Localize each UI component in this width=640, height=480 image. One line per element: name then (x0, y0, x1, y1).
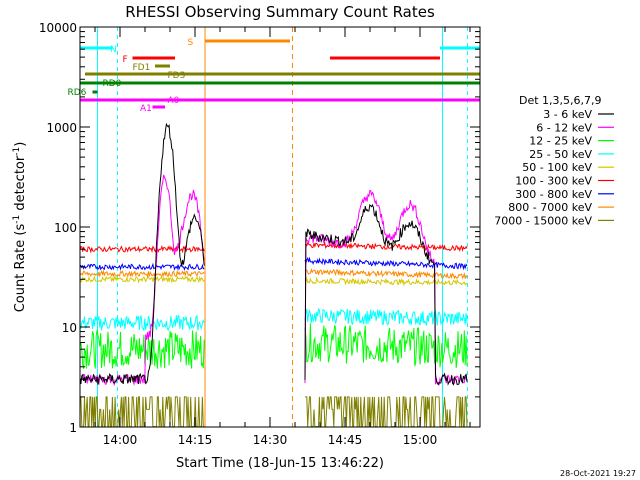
legend-label-s3: 12 - 25 keV (529, 135, 592, 148)
x-tick-label: 14:15 (178, 433, 213, 447)
series-s8 (79, 267, 468, 280)
series-s5 (79, 274, 468, 287)
series-line-s6 (305, 241, 468, 253)
timestamp: 28-Oct-2021 19:27 (560, 469, 636, 478)
y-tick-label: 10000 (39, 21, 77, 35)
series-line-s3 (304, 323, 468, 368)
y-tick-label: 1000 (46, 121, 77, 135)
x-tick-label: 14:00 (103, 433, 138, 447)
legend-label-s1: 3 - 6 keV (543, 108, 592, 121)
series-line-s5 (79, 274, 205, 284)
series-line-s7 (79, 262, 205, 271)
series-line-s6 (79, 244, 205, 254)
flag-label-f: F (123, 55, 128, 65)
flag-label-s: S (188, 38, 194, 48)
flag-label-a0: A0 (168, 96, 180, 106)
legend-label-s7: 300 - 800 keV (515, 188, 592, 201)
flag-label-rd6: RD6 (68, 88, 87, 98)
series-s1 (79, 122, 468, 386)
series-s7 (79, 256, 468, 271)
y-tick-label: 10 (62, 321, 77, 335)
series-line-s7 (304, 256, 468, 271)
series-s4 (79, 307, 468, 332)
legend-label-s6: 100 - 300 keV (515, 175, 592, 188)
series-line-s1 (79, 122, 205, 385)
legend-label-s4: 25 - 50 keV (529, 148, 592, 161)
series-line-s8 (79, 269, 205, 279)
series-line-s3 (79, 329, 205, 369)
x-axis-label: Start Time (18-Jun-15 13:46:22) (176, 456, 384, 471)
series-line-s4 (79, 314, 205, 332)
plot-area (80, 27, 480, 427)
series-line-s4 (304, 307, 468, 326)
legend-label-s9: 7000 - 15000 keV (494, 214, 592, 227)
flag-label-n: N (110, 45, 117, 55)
series-line-s1 (304, 203, 468, 386)
y-axis-label: Count Rate (s-1 detector-1) (12, 142, 28, 313)
x-tick-label: 14:30 (253, 433, 288, 447)
series-line-s8 (304, 267, 468, 280)
flag-label-a1: A1 (140, 104, 152, 114)
y-tick-label: 100 (54, 221, 77, 235)
legend-label-s5: 50 - 100 keV (522, 161, 592, 174)
x-tick-label: 15:00 (403, 433, 438, 447)
legend-label-s2: 6 - 12 keV (536, 121, 592, 134)
flag-label-fd3: FD3 (168, 71, 186, 81)
chart-title: RHESSI Observing Summary Count Rates (125, 3, 435, 21)
y-tick-label: 1 (69, 421, 77, 435)
legend-title: Det 1,3,5,6,7,9 (519, 94, 602, 107)
legend-label-s8: 800 - 7000 keV (508, 201, 592, 214)
series-s3 (79, 323, 468, 369)
x-tick-label: 14:45 (328, 433, 363, 447)
flag-label-fd1: FD1 (133, 63, 151, 73)
series-s6 (79, 241, 468, 254)
flag-label-rd0: RD0 (103, 79, 122, 89)
series-line-s5 (304, 276, 468, 287)
